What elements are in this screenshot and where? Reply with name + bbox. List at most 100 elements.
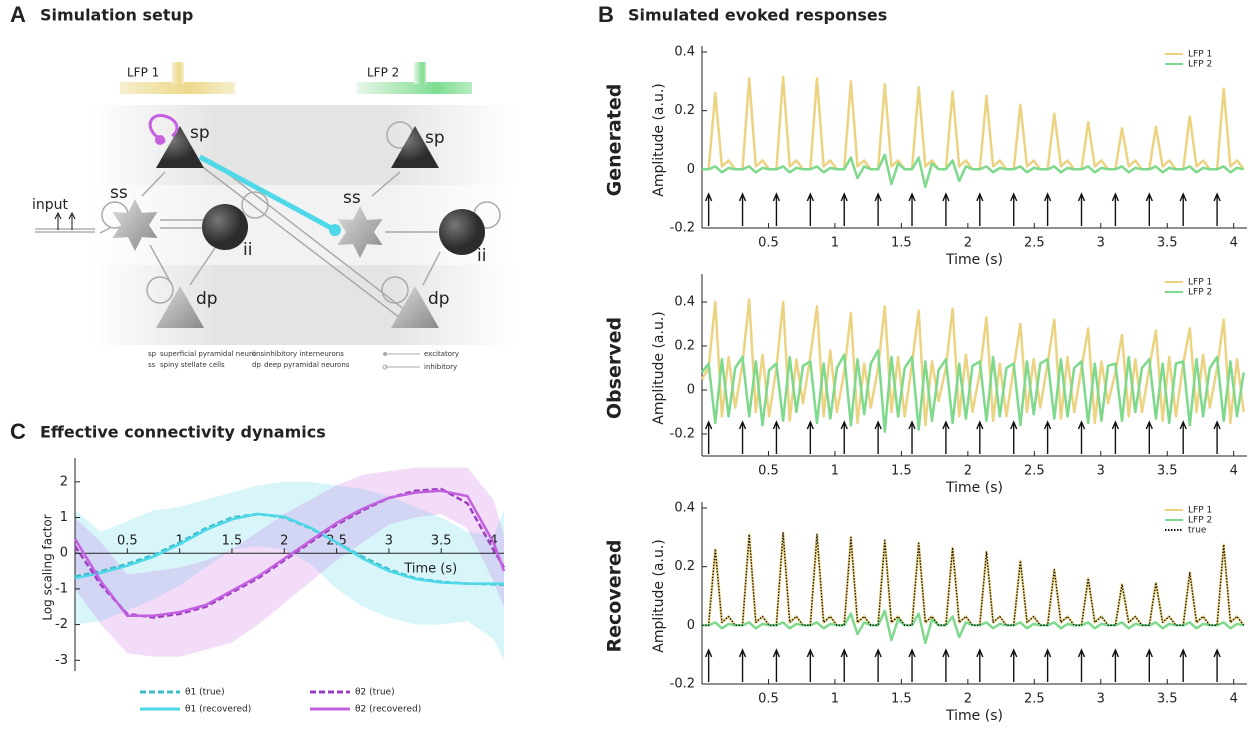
y-tick-label: 0.2	[674, 339, 695, 354]
node-label: ii	[477, 246, 486, 266]
stimulus-arrow	[1045, 422, 1051, 454]
stimulus-arrow	[943, 194, 949, 226]
input-label: input	[32, 197, 69, 213]
y-tick-label: -0.2	[670, 221, 695, 236]
panel-letter: C	[10, 419, 26, 444]
stimulus-arrow	[943, 422, 949, 454]
node-label: ii	[243, 240, 252, 260]
x-tick-label: 2	[280, 534, 288, 549]
stimulus-arrow	[706, 422, 712, 454]
y-tick-label: -1	[55, 581, 68, 596]
x-tick-label: 4	[1230, 464, 1238, 479]
stimulus-arrow	[706, 650, 712, 682]
y-axis-label: Amplitude (a.u.)	[651, 83, 667, 196]
panel-letter: A	[10, 2, 26, 27]
x-tick-label: 3	[1097, 692, 1105, 707]
y-tick-label: 0.4	[674, 295, 695, 310]
legend-text: deep pyramidal neurons	[264, 361, 350, 369]
stimulus-arrow	[1011, 194, 1017, 226]
node-label: dp	[196, 289, 218, 309]
x-tick-label: 1.5	[891, 464, 912, 479]
stimulus-arrow	[740, 650, 746, 682]
panel-title: Simulation setup	[40, 6, 193, 25]
x-tick-label: 0.5	[758, 236, 779, 251]
y-axis-label: Log scaling factor	[41, 514, 55, 620]
y-tick-label: -0.2	[670, 427, 695, 442]
x-tick-label: 3.5	[431, 534, 452, 549]
x-tick-label: 2	[964, 236, 972, 251]
y-tick-label: -2	[55, 617, 68, 632]
stimulus-arrow	[1011, 422, 1017, 454]
x-axis-label: Time (s)	[945, 708, 1003, 724]
legend-label: LFP 1	[1188, 50, 1212, 60]
y-tick-label: 0	[687, 383, 695, 398]
stimulus-arrow	[1146, 650, 1152, 682]
x-tick-label: 1.5	[891, 692, 912, 707]
y-tick-label: 0.2	[674, 559, 695, 574]
legend-abbr: dp	[252, 361, 261, 369]
y-tick-label: -3	[55, 653, 68, 668]
x-axis-label: Time (s)	[403, 562, 457, 577]
legend-label: LFP 2	[1188, 516, 1212, 526]
x-tick-label: 2.5	[1024, 236, 1045, 251]
stimulus-arrow	[1079, 422, 1085, 454]
stimulus-arrow	[875, 650, 881, 682]
legend-label: LFP 2	[1188, 288, 1212, 298]
stimulus-arrow	[841, 650, 847, 682]
stimulus-arrow	[977, 422, 983, 454]
y-tick-label: 0.4	[674, 501, 695, 516]
panel-title: Simulated evoked responses	[628, 6, 887, 25]
row-title: Recovered	[604, 540, 626, 653]
stimulus-arrow	[807, 422, 813, 454]
x-tick-label: 2	[964, 464, 972, 479]
figure: A Simulation setup B Simulated evoked re…	[0, 0, 1253, 725]
y-tick-label: 1	[60, 510, 68, 525]
legend-label: true	[1188, 526, 1207, 536]
y-tick-label: 0.2	[674, 103, 695, 118]
stimulus-arrow	[909, 650, 915, 682]
x-tick-label: 3	[385, 534, 393, 549]
x-tick-label: 1.5	[891, 236, 912, 251]
x-tick-label: 0.5	[758, 692, 779, 707]
stimulus-arrow	[977, 194, 983, 226]
x-tick-label: 3.5	[1157, 464, 1178, 479]
node-label: ss	[343, 188, 361, 208]
stimulus-arrow	[841, 194, 847, 226]
series-line	[702, 77, 1244, 169]
legend-text: inhibitory interneurons	[264, 350, 344, 358]
x-tick-label: 2	[964, 692, 972, 707]
node-label: sp	[190, 123, 210, 143]
x-tick-label: 1	[831, 692, 839, 707]
lfp-label: LFP 2	[367, 66, 399, 80]
legend-label: LFP 2	[1188, 60, 1212, 70]
y-axis-label: Amplitude (a.u.)	[651, 311, 667, 424]
stimulus-arrow	[1146, 194, 1152, 226]
stimulus-arrow	[773, 650, 779, 682]
legend-label: θ2 (recovered)	[355, 705, 421, 715]
stimulus-arrow	[1146, 422, 1152, 454]
panel-title: Effective connectivity dynamics	[40, 423, 326, 442]
legend-abbr: ss	[148, 361, 156, 369]
lfp-label: LFP 1	[127, 66, 159, 80]
stimulus-arrow	[1045, 194, 1051, 226]
x-tick-label: 3	[1097, 464, 1105, 479]
stimulus-arrow	[909, 422, 915, 454]
x-tick-label: 2.5	[1024, 464, 1045, 479]
legend-text: inhibitory	[424, 363, 457, 371]
stimulus-arrow	[1011, 650, 1017, 682]
stimulus-arrow	[1079, 194, 1085, 226]
x-tick-label: 1.5	[222, 534, 243, 549]
stimulus-arrow	[1180, 422, 1186, 454]
row-title: Generated	[604, 84, 626, 197]
stimulus-arrow	[1112, 422, 1118, 454]
stimulus-arrow	[1214, 422, 1220, 454]
legend-text: spiny stellate cells	[160, 361, 225, 369]
stimulus-arrow	[1079, 650, 1085, 682]
stimulus-arrow	[1112, 194, 1118, 226]
x-tick-label: 3.5	[1157, 236, 1178, 251]
node-label: dp	[428, 289, 450, 309]
y-axis-label: Amplitude (a.u.)	[651, 539, 667, 652]
stimulus-arrow	[977, 650, 983, 682]
stimulus-arrow	[773, 194, 779, 226]
stimulus-arrow	[740, 194, 746, 226]
